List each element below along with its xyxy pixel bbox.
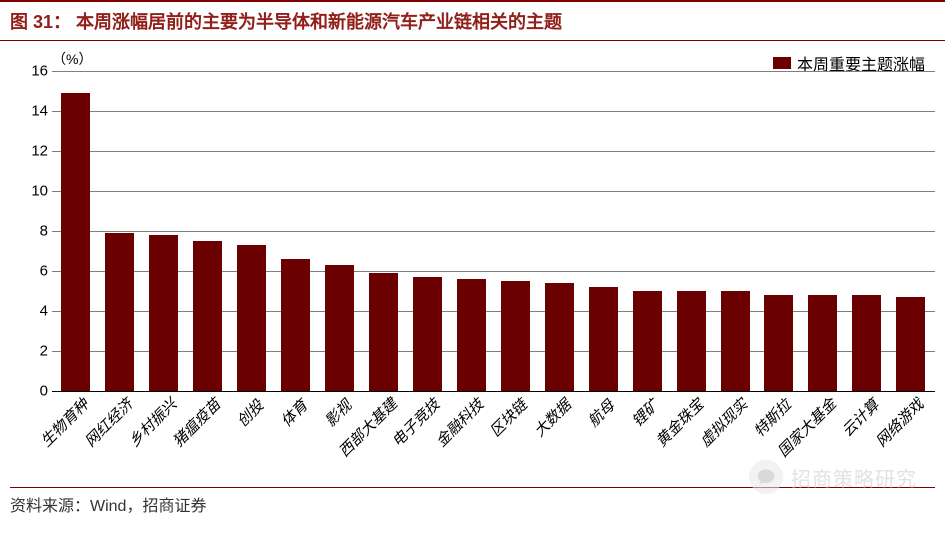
bar xyxy=(237,245,266,391)
bar xyxy=(764,295,793,391)
bar xyxy=(808,295,837,391)
x-tick-label: 体育 xyxy=(281,392,310,487)
x-tick-label: 大数据 xyxy=(545,392,574,487)
y-tick-label: 0 xyxy=(18,383,48,400)
y-tick-label: 6 xyxy=(18,263,48,280)
watermark-text: 招商策略研究 xyxy=(791,463,917,492)
y-axis-unit: （%） xyxy=(52,49,92,69)
bar xyxy=(413,277,442,391)
figure-title: 本周涨幅居前的主要为半导体和新能源汽车产业链相关的主题 xyxy=(76,12,562,32)
x-tick-label: 区块链 xyxy=(501,392,530,487)
y-tick-label: 10 xyxy=(18,183,48,200)
bar xyxy=(369,273,398,391)
bar xyxy=(61,93,90,391)
bar xyxy=(896,297,925,391)
bar xyxy=(545,283,574,391)
chat-icon xyxy=(749,460,783,494)
bar xyxy=(325,265,354,391)
watermark: 招商策略研究 xyxy=(749,460,917,494)
bar xyxy=(721,291,750,391)
x-tick-label: 虚拟现实 xyxy=(721,392,750,487)
legend-swatch xyxy=(773,57,791,69)
bar xyxy=(105,233,134,391)
bar xyxy=(677,291,706,391)
source-text: 资料来源：Wind，招商证券 xyxy=(10,498,206,515)
bar xyxy=(589,287,618,391)
figure-header: 图 31： 本周涨幅居前的主要为半导体和新能源汽车产业链相关的主题 xyxy=(0,0,945,41)
bar xyxy=(281,259,310,391)
bar xyxy=(193,241,222,391)
x-tick-label: 猪瘟疫苗 xyxy=(193,392,222,487)
plot-region: 0246810121416 xyxy=(52,71,935,392)
x-tick-label: 创投 xyxy=(237,392,266,487)
bars-group xyxy=(52,71,935,391)
chart-area: （%） 本周重要主题涨幅 0246810121416 生物育种网红经济乡村振兴猪… xyxy=(10,49,935,487)
y-tick-label: 4 xyxy=(18,303,48,320)
bar xyxy=(501,281,530,391)
y-tick-label: 8 xyxy=(18,223,48,240)
y-tick-label: 2 xyxy=(18,343,48,360)
bar xyxy=(852,295,881,391)
bar xyxy=(633,291,662,391)
y-tick-label: 12 xyxy=(18,143,48,160)
figure-container: 图 31： 本周涨幅居前的主要为半导体和新能源汽车产业链相关的主题 （%） 本周… xyxy=(0,0,945,536)
x-tick-label: 金融科技 xyxy=(457,392,486,487)
y-tick-label: 14 xyxy=(18,103,48,120)
figure-number: 图 31： xyxy=(10,12,71,32)
x-tick-label: 航母 xyxy=(589,392,618,487)
bar xyxy=(149,235,178,391)
bar xyxy=(457,279,486,391)
y-tick-label: 16 xyxy=(18,63,48,80)
